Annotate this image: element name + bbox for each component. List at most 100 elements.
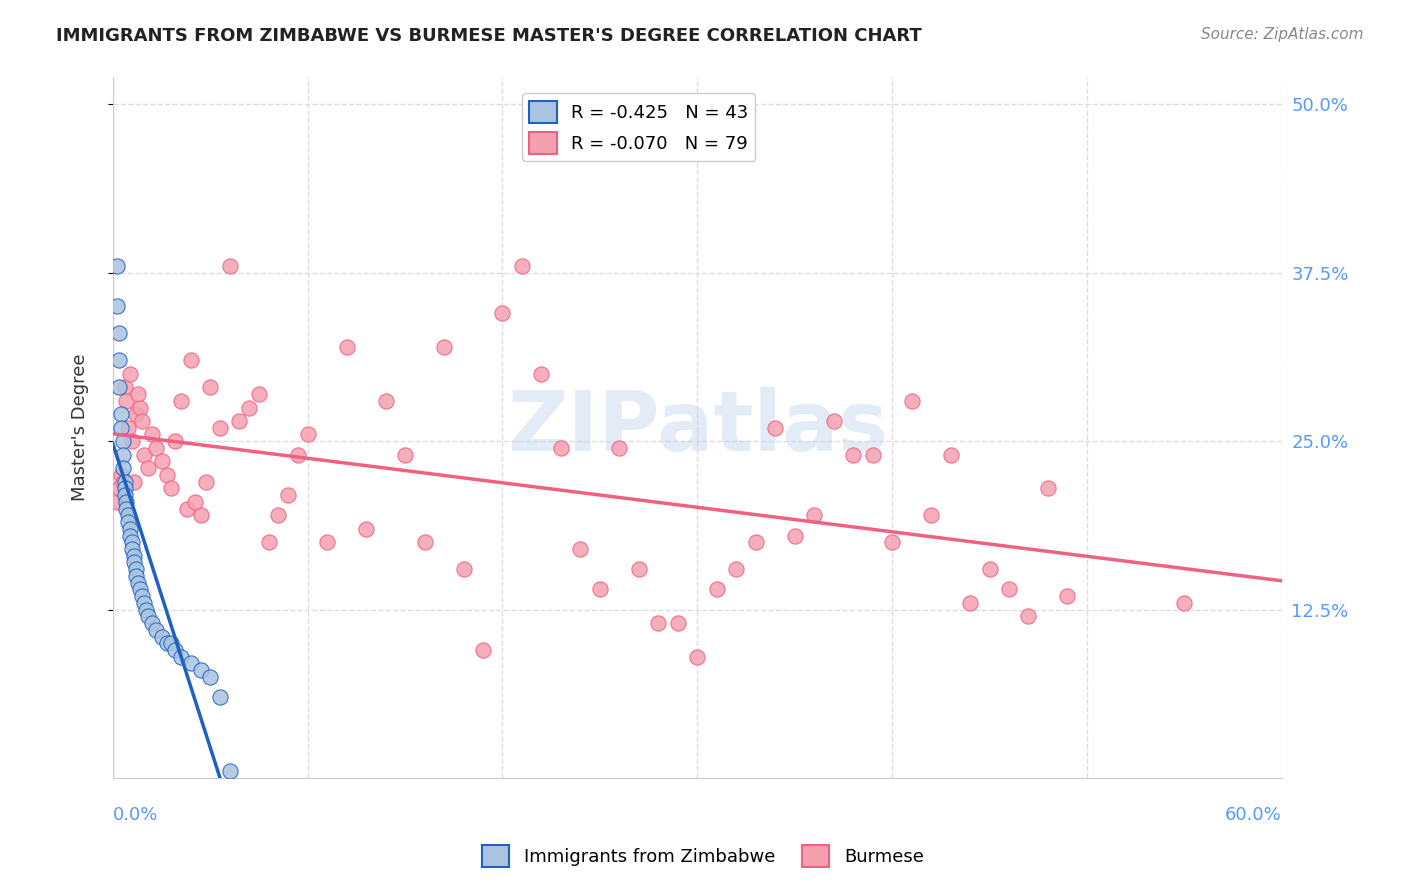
Point (900, 393, 922, 408)
Point (880, 535, 903, 549)
Point (132, 448, 155, 462)
Point (218, 259, 240, 273)
Point (180, 657, 202, 671)
Point (115, 501, 138, 516)
Point (316, 535, 339, 549)
Point (111, 461, 134, 475)
Point (127, 387, 149, 401)
Point (114, 481, 136, 495)
Point (124, 475, 146, 489)
Point (413, 535, 436, 549)
Point (135, 602, 157, 616)
Point (107, 326, 129, 341)
Point (1173, 596, 1195, 610)
Point (763, 421, 786, 435)
Point (114, 380, 136, 394)
Point (336, 340, 359, 354)
Point (136, 609, 159, 624)
Point (453, 562, 475, 576)
Point (132, 596, 155, 610)
Point (165, 434, 187, 449)
Point (105, 300, 128, 314)
Point (297, 427, 319, 442)
Point (823, 414, 845, 428)
Point (120, 367, 142, 381)
Point (706, 582, 728, 597)
Point (666, 616, 689, 631)
Point (208, 690, 231, 705)
Point (107, 481, 129, 495)
Point (647, 616, 669, 631)
Point (374, 393, 396, 408)
Point (247, 387, 270, 401)
Point (510, 259, 533, 273)
Point (110, 467, 132, 482)
Point (111, 475, 134, 489)
Text: 0.0%: 0.0% (112, 806, 159, 824)
Point (160, 481, 183, 495)
Point (121, 535, 143, 549)
Point (129, 582, 152, 597)
Point (160, 636, 183, 650)
Point (842, 448, 865, 462)
Point (121, 434, 143, 449)
Point (920, 508, 942, 523)
Point (121, 541, 143, 556)
Point (238, 401, 260, 415)
Point (745, 535, 768, 549)
Point (110, 407, 132, 421)
Point (277, 488, 299, 502)
Point (195, 475, 218, 489)
Point (115, 393, 138, 408)
Point (105, 259, 128, 273)
Point (145, 623, 167, 637)
Point (267, 508, 290, 523)
Text: IMMIGRANTS FROM ZIMBABWE VS BURMESE MASTER'S DEGREE CORRELATION CHART: IMMIGRANTS FROM ZIMBABWE VS BURMESE MAST… (56, 27, 922, 45)
Point (120, 522, 142, 536)
Point (183, 495, 205, 509)
Point (939, 448, 962, 462)
Point (120, 528, 142, 542)
Point (131, 414, 153, 428)
Point (783, 528, 806, 542)
Point (190, 663, 212, 677)
Point (124, 556, 146, 570)
Point (141, 616, 163, 631)
Point (170, 649, 193, 664)
Point (627, 562, 650, 576)
Point (170, 393, 193, 408)
Point (180, 353, 202, 368)
Point (114, 488, 136, 502)
Point (394, 448, 416, 462)
Point (129, 401, 152, 415)
Point (125, 562, 148, 576)
Point (862, 448, 884, 462)
Point (190, 508, 212, 523)
Text: Source: ZipAtlas.com: Source: ZipAtlas.com (1201, 27, 1364, 42)
Point (117, 515, 139, 529)
Point (208, 421, 231, 435)
Point (165, 643, 187, 657)
Point (354, 522, 377, 536)
Point (725, 562, 748, 576)
Point (117, 421, 139, 435)
Legend: Immigrants from Zimbabwe, Burmese: Immigrants from Zimbabwe, Burmese (475, 838, 931, 874)
Point (110, 421, 132, 435)
Point (959, 596, 981, 610)
Point (127, 575, 149, 590)
Point (491, 306, 513, 320)
Point (1017, 609, 1039, 624)
Point (200, 670, 222, 684)
Point (156, 467, 179, 482)
Point (530, 367, 553, 381)
Point (117, 508, 139, 523)
Point (998, 582, 1021, 597)
Point (228, 414, 250, 428)
Point (287, 448, 309, 462)
Point (111, 448, 134, 462)
Point (176, 501, 198, 516)
Point (124, 549, 146, 563)
Legend: R = -0.425   N = 43, R = -0.070   N = 79: R = -0.425 N = 43, R = -0.070 N = 79 (522, 94, 755, 161)
Point (114, 475, 136, 489)
Point (125, 569, 148, 583)
